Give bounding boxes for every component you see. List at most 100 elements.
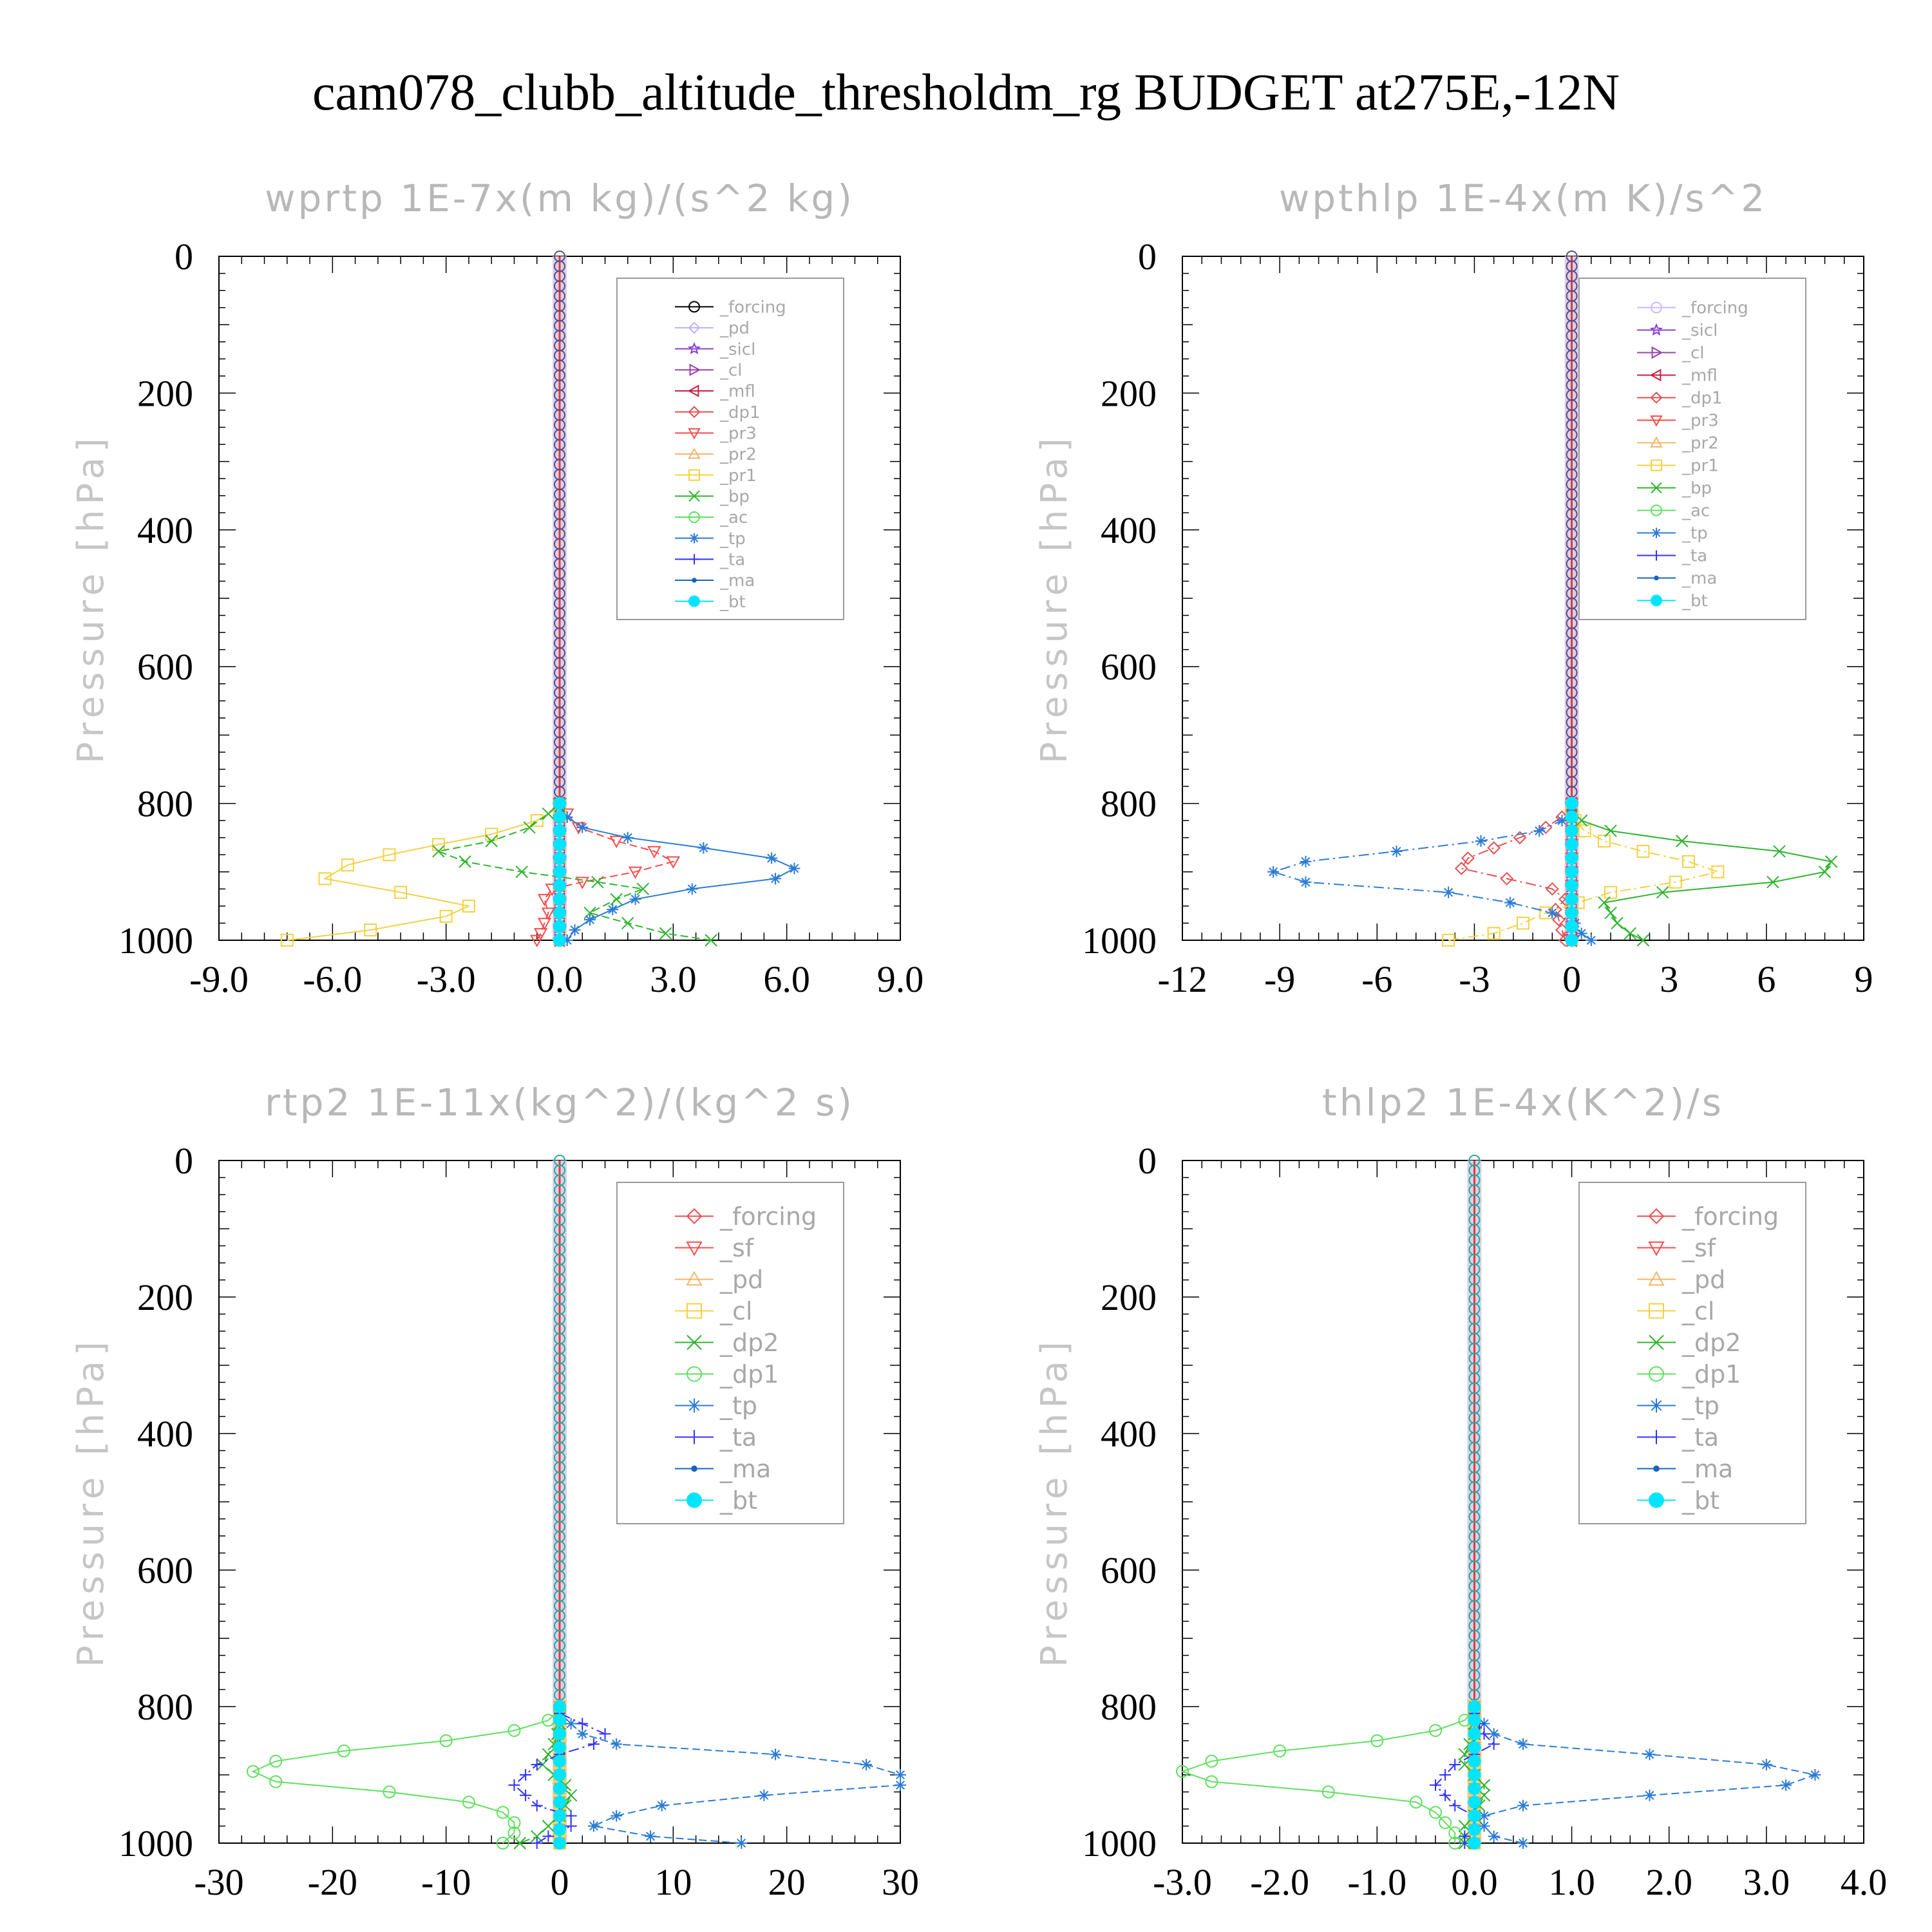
data-point bbox=[1760, 1759, 1772, 1771]
legend-marker bbox=[1649, 1430, 1663, 1444]
y-tick-label: 600 bbox=[1101, 646, 1157, 688]
data-point bbox=[507, 1826, 521, 1840]
legend-marker bbox=[1651, 459, 1662, 471]
series-tp bbox=[554, 800, 800, 946]
data-point bbox=[553, 1714, 566, 1727]
data-point bbox=[611, 1810, 623, 1822]
data-point bbox=[1565, 934, 1578, 947]
data-point bbox=[531, 1837, 543, 1849]
data-point bbox=[565, 1718, 577, 1730]
legend-item: _bt bbox=[1637, 1486, 1719, 1515]
data-point bbox=[656, 1799, 668, 1812]
data-point bbox=[542, 1819, 555, 1833]
series-dp1 bbox=[1176, 1703, 1481, 1850]
x-tick-label: -12 bbox=[1157, 958, 1207, 1000]
data-point bbox=[1565, 838, 1578, 851]
data-point bbox=[1300, 876, 1312, 888]
data-point bbox=[591, 876, 604, 889]
panel-title: wprtp 1E-7x(m kg)/(s^2 kg) bbox=[265, 176, 855, 220]
series-line bbox=[513, 1712, 607, 1844]
panel-title: wpthlp 1E-4x(m K)/s^2 bbox=[1279, 176, 1767, 220]
legend-item: _ac bbox=[1637, 502, 1710, 521]
data-point bbox=[553, 1741, 566, 1754]
legend-label: _dp2 bbox=[719, 1329, 779, 1357]
y-tick-label: 800 bbox=[137, 1686, 193, 1728]
legend-marker bbox=[692, 578, 697, 583]
legend-marker bbox=[688, 406, 701, 419]
legend-label: _dp1 bbox=[719, 1360, 779, 1388]
series-bt bbox=[1565, 797, 1578, 947]
legend-marker bbox=[688, 595, 700, 607]
legend-label: _pr2 bbox=[719, 445, 757, 464]
series-line bbox=[1434, 1713, 1495, 1843]
legend-label: _sicl bbox=[1681, 321, 1718, 341]
data-point bbox=[584, 914, 596, 926]
data-point bbox=[553, 906, 566, 920]
legend-label: _cl bbox=[1681, 1297, 1714, 1325]
legend-label: _dp2 bbox=[1681, 1329, 1741, 1357]
y-tick-label: 200 bbox=[137, 1276, 193, 1318]
legend-label: _dp1 bbox=[719, 403, 761, 422]
x-tick-label: 1.0 bbox=[1548, 1861, 1595, 1903]
legend-label: _pd bbox=[1681, 1265, 1725, 1294]
data-point bbox=[1487, 927, 1501, 940]
legend-item: _pr3 bbox=[675, 424, 757, 443]
x-tick-label: 0.0 bbox=[1451, 1861, 1498, 1903]
data-point bbox=[1488, 1728, 1500, 1740]
data-point bbox=[666, 856, 681, 869]
data-point bbox=[553, 810, 566, 824]
y-tick-label: 200 bbox=[1101, 1276, 1157, 1318]
x-tick-label: -20 bbox=[308, 1861, 357, 1903]
legend-marker bbox=[687, 342, 701, 355]
legend-item: _ma bbox=[1637, 1455, 1733, 1483]
data-point bbox=[1565, 893, 1578, 906]
data-point bbox=[1604, 824, 1617, 837]
y-axis-label: Pressure [hPa] bbox=[1034, 433, 1075, 764]
data-point bbox=[561, 934, 573, 946]
data-point bbox=[1500, 872, 1514, 886]
legend-item: _cl bbox=[1637, 344, 1705, 363]
legend-label: _ac bbox=[1681, 502, 1710, 521]
data-point bbox=[1458, 1748, 1472, 1761]
legend-marker bbox=[1651, 527, 1662, 538]
x-tick-label: -9.0 bbox=[189, 958, 249, 1000]
data-point bbox=[513, 1837, 526, 1850]
data-point bbox=[1468, 1714, 1481, 1727]
data-point bbox=[1818, 866, 1832, 878]
data-point bbox=[569, 924, 581, 936]
data-point bbox=[553, 824, 566, 838]
data-point bbox=[1205, 1754, 1218, 1768]
legend-marker bbox=[688, 301, 700, 313]
data-point bbox=[1565, 824, 1578, 838]
legend-label: _forcing bbox=[1681, 1202, 1779, 1231]
legend-item: _cl bbox=[1637, 1297, 1714, 1325]
x-tick-label: 0.0 bbox=[536, 958, 583, 1000]
legend-item: _ta bbox=[1637, 547, 1707, 566]
x-tick-label: 9.0 bbox=[877, 958, 924, 1000]
data-point bbox=[1468, 1837, 1481, 1850]
data-point bbox=[610, 893, 623, 905]
legend-item: _sf bbox=[1637, 1234, 1717, 1262]
y-tick-label: 1000 bbox=[1082, 920, 1157, 961]
x-tick-label: -10 bbox=[421, 1861, 471, 1903]
data-point bbox=[611, 1738, 623, 1750]
data-point bbox=[1585, 934, 1597, 946]
data-point bbox=[1780, 1779, 1792, 1791]
legend-item: _sf bbox=[675, 1234, 755, 1262]
data-point bbox=[1442, 934, 1455, 947]
series-line bbox=[251, 1709, 560, 1844]
data-point bbox=[1517, 1738, 1529, 1750]
legend-label: _pr3 bbox=[1681, 412, 1719, 431]
data-point bbox=[507, 1816, 521, 1830]
legend-label: _pr1 bbox=[1681, 457, 1719, 476]
data-point bbox=[1656, 886, 1669, 899]
data-point bbox=[459, 855, 471, 868]
data-point bbox=[485, 828, 498, 841]
series-pr1 bbox=[1442, 804, 1725, 947]
legend-label: _pr3 bbox=[719, 424, 757, 443]
y-tick-label: 400 bbox=[137, 1413, 193, 1455]
data-point bbox=[530, 814, 544, 828]
data-point bbox=[1533, 825, 1546, 837]
legend-item: _forcing bbox=[1637, 1202, 1779, 1231]
